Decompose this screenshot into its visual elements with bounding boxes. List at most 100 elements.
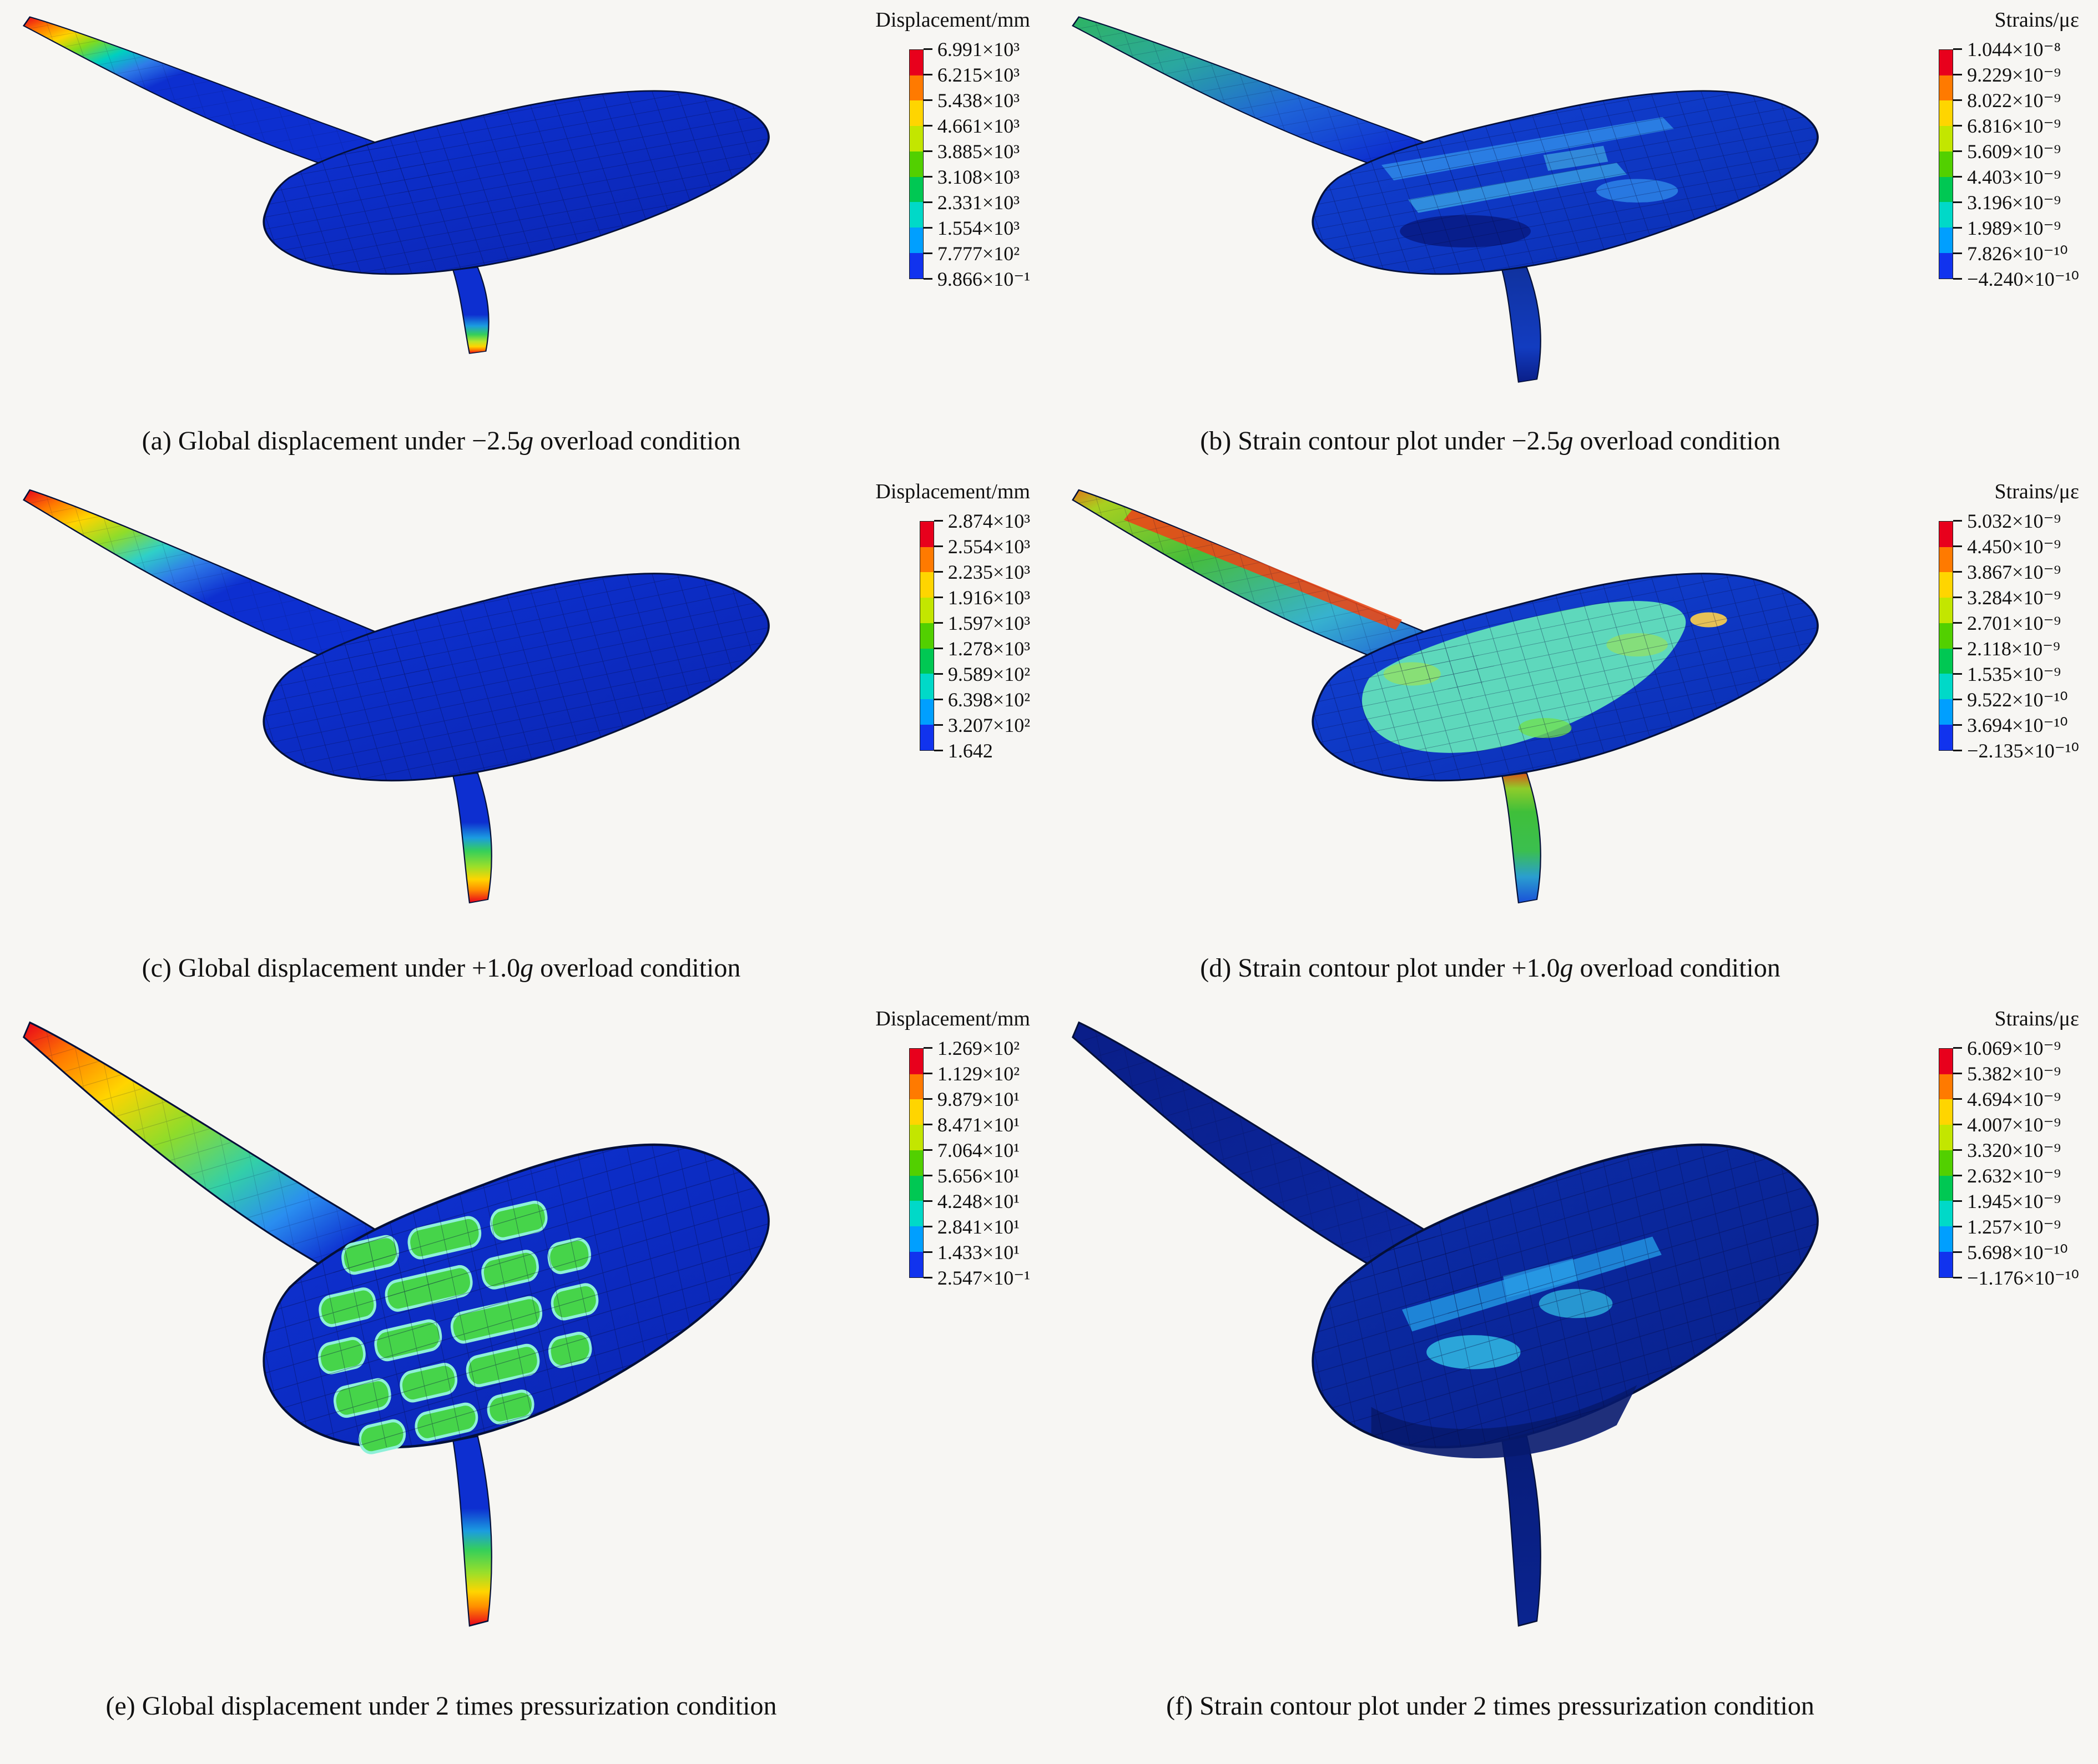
tick-label: 2.632×10⁻⁹ (1967, 1164, 2061, 1187)
tick-mark-icon (934, 750, 943, 752)
legend-tick-row: 5.656×10¹ (923, 1163, 1030, 1189)
legend-ticks: 6.069×10⁻⁹ 5.382×10⁻⁹ 4.694×10⁻⁹ 4.007×1… (1953, 1035, 2079, 1291)
legend-title: Displacement/mm (875, 1007, 1030, 1030)
legend-tick-row: 1.257×10⁻⁹ (1953, 1214, 2079, 1240)
tick-mark-icon (923, 252, 932, 255)
legend-ticks: 1.044×10⁻⁸ 9.229×10⁻⁹ 8.022×10⁻⁹ 6.816×1… (1953, 37, 2079, 292)
legend-tick-row: 6.991×10³ (923, 37, 1030, 62)
tick-label: 1.129×10² (937, 1062, 1020, 1085)
tick-label: −2.135×10⁻¹⁰ (1967, 739, 2079, 762)
legend-tick-row: 1.433×10¹ (923, 1240, 1030, 1265)
caption-italic: g (520, 953, 534, 983)
plot-area-a: Displacement/mm 6.991×10³ 6.215×10³ (0, 0, 1049, 426)
legend-ticks: 5.032×10⁻⁹ 4.450×10⁻⁹ 3.867×10⁻⁹ 3.284×1… (1953, 508, 2079, 764)
tick-mark-icon (934, 597, 943, 599)
tail-fin (1501, 772, 1541, 904)
legend-tick-row: 1.597×10³ (934, 610, 1030, 636)
legend-tick-row: 5.438×10³ (923, 88, 1030, 113)
panel-a: Displacement/mm 6.991×10³ 6.215×10³ (0, 0, 1049, 472)
panel-b: Strains/με 1.044×10⁻⁸ 9.229×10⁻⁹ (1049, 0, 2098, 472)
tick-label: 5.032×10⁻⁹ (1967, 509, 2061, 532)
panel-d: Strains/με 5.032×10⁻⁹ 4.450×10⁻⁹ (1049, 472, 2098, 999)
caption-italic: g (1560, 953, 1573, 983)
caption-a: (a) Global displacement under −2.5g over… (0, 426, 1049, 472)
tick-label: 5.698×10⁻¹⁰ (1967, 1241, 2068, 1263)
tick-label: 1.554×10³ (937, 216, 1020, 239)
tick-label: 4.694×10⁻⁹ (1967, 1088, 2061, 1110)
tick-label: 9.589×10² (947, 663, 1030, 685)
plot-area-d: Strains/με 5.032×10⁻⁹ 4.450×10⁻⁹ (1049, 472, 2098, 953)
tick-mark-icon (923, 150, 932, 153)
tick-mark-icon (1953, 1149, 1963, 1151)
tick-label: 6.398×10² (947, 688, 1030, 711)
tick-label: 9.879×10¹ (937, 1088, 1020, 1110)
tick-mark-icon (1953, 673, 1963, 675)
contour-plot-d (1071, 489, 1819, 904)
tick-label: 7.064×10¹ (937, 1139, 1020, 1161)
legend-tick-row: 1.269×10² (923, 1035, 1030, 1061)
tick-mark-icon (1953, 750, 1963, 752)
legend-ticks: 6.991×10³ 6.215×10³ 5.438×10³ 4.661×10³ (923, 37, 1030, 292)
caption-f: (f) Strain contour plot under 2 times pr… (1049, 1691, 2098, 1737)
tick-mark-icon (1953, 125, 1963, 127)
tick-label: 2.331×10³ (937, 191, 1020, 214)
legend-tick-row: 6.215×10³ (923, 62, 1030, 88)
tick-mark-icon (934, 622, 943, 624)
legend-tick-row: 3.885×10³ (923, 139, 1030, 164)
legend-tick-row: 9.522×10⁻¹⁰ (1953, 687, 2079, 712)
legend-tick-row: 7.777×10² (923, 241, 1030, 266)
tail-fin (1501, 266, 1541, 383)
legend-b: Strains/με 1.044×10⁻⁸ 9.229×10⁻⁹ (1939, 8, 2079, 292)
tick-label: 9.229×10⁻⁹ (1967, 63, 2061, 86)
tick-mark-icon (1953, 571, 1963, 573)
tick-label: 6.816×10⁻⁹ (1967, 114, 2061, 137)
legend-tick-row: 9.879×10¹ (923, 1086, 1030, 1112)
tick-mark-icon (1953, 597, 1963, 599)
tick-label: 1.945×10⁻⁹ (1967, 1190, 2061, 1212)
tick-label: 1.257×10⁻⁹ (1967, 1215, 2061, 1238)
tick-label: 3.284×10⁻⁹ (1967, 586, 2061, 609)
legend-tick-row: 1.916×10³ (934, 585, 1030, 610)
caption-e: (e) Global displacement under 2 times pr… (0, 1691, 1049, 1737)
tick-mark-icon (1953, 622, 1963, 624)
legend-ticks: 2.874×10³ 2.554×10³ 2.235×10³ 1.916×10³ (934, 508, 1030, 764)
legend-tick-row: 2.331×10³ (923, 190, 1030, 215)
tick-mark-icon (934, 673, 943, 675)
colorbar (919, 520, 934, 751)
tick-mark-icon (1953, 99, 1963, 102)
tick-mark-icon (923, 1073, 932, 1075)
legend-tick-row: 1.129×10² (923, 1061, 1030, 1086)
legend-tick-row: 7.064×10¹ (923, 1138, 1030, 1163)
tick-label: 4.007×10⁻⁹ (1967, 1113, 2061, 1136)
caption-text: (d) Strain contour plot under +1.0 (1200, 953, 1560, 983)
plot-area-c: Displacement/mm 2.874×10³ 2.554×10³ (0, 472, 1049, 953)
colorbar (909, 1048, 924, 1278)
tick-mark-icon (1953, 1098, 1963, 1100)
tick-mark-icon (1953, 176, 1963, 178)
legend-e: Displacement/mm 1.269×10² 1.129×10² (875, 1007, 1030, 1291)
tick-label: 9.522×10⁻¹⁰ (1967, 688, 2068, 711)
legend-tick-row: 9.229×10⁻⁹ (1953, 62, 2079, 88)
tick-mark-icon (1953, 1200, 1963, 1202)
tick-mark-icon (934, 699, 943, 701)
caption-text: overload condition (533, 426, 741, 456)
legend-tick-row: 2.235×10³ (934, 559, 1030, 585)
legend-tick-row: 1.278×10³ (934, 636, 1030, 661)
tick-mark-icon (1953, 724, 1963, 726)
tick-label: 7.826×10⁻¹⁰ (1967, 242, 2068, 265)
legend-tick-row: −2.135×10⁻¹⁰ (1953, 738, 2079, 764)
tick-label: 4.450×10⁻⁹ (1967, 535, 2061, 558)
tick-mark-icon (934, 571, 943, 573)
tick-mark-icon (923, 99, 932, 102)
tick-mark-icon (1953, 150, 1963, 153)
tick-label: 5.438×10³ (937, 89, 1020, 112)
legend-tick-row: 6.816×10⁻⁹ (1953, 113, 2079, 139)
tick-label: 1.642 (947, 739, 993, 762)
tick-mark-icon (923, 1226, 932, 1228)
tick-label: 2.547×10⁻¹ (937, 1266, 1030, 1289)
tick-label: −4.240×10⁻¹⁰ (1967, 267, 2079, 290)
tick-mark-icon (934, 724, 943, 726)
tick-mark-icon (934, 520, 943, 522)
tick-label: 2.554×10³ (947, 535, 1030, 558)
